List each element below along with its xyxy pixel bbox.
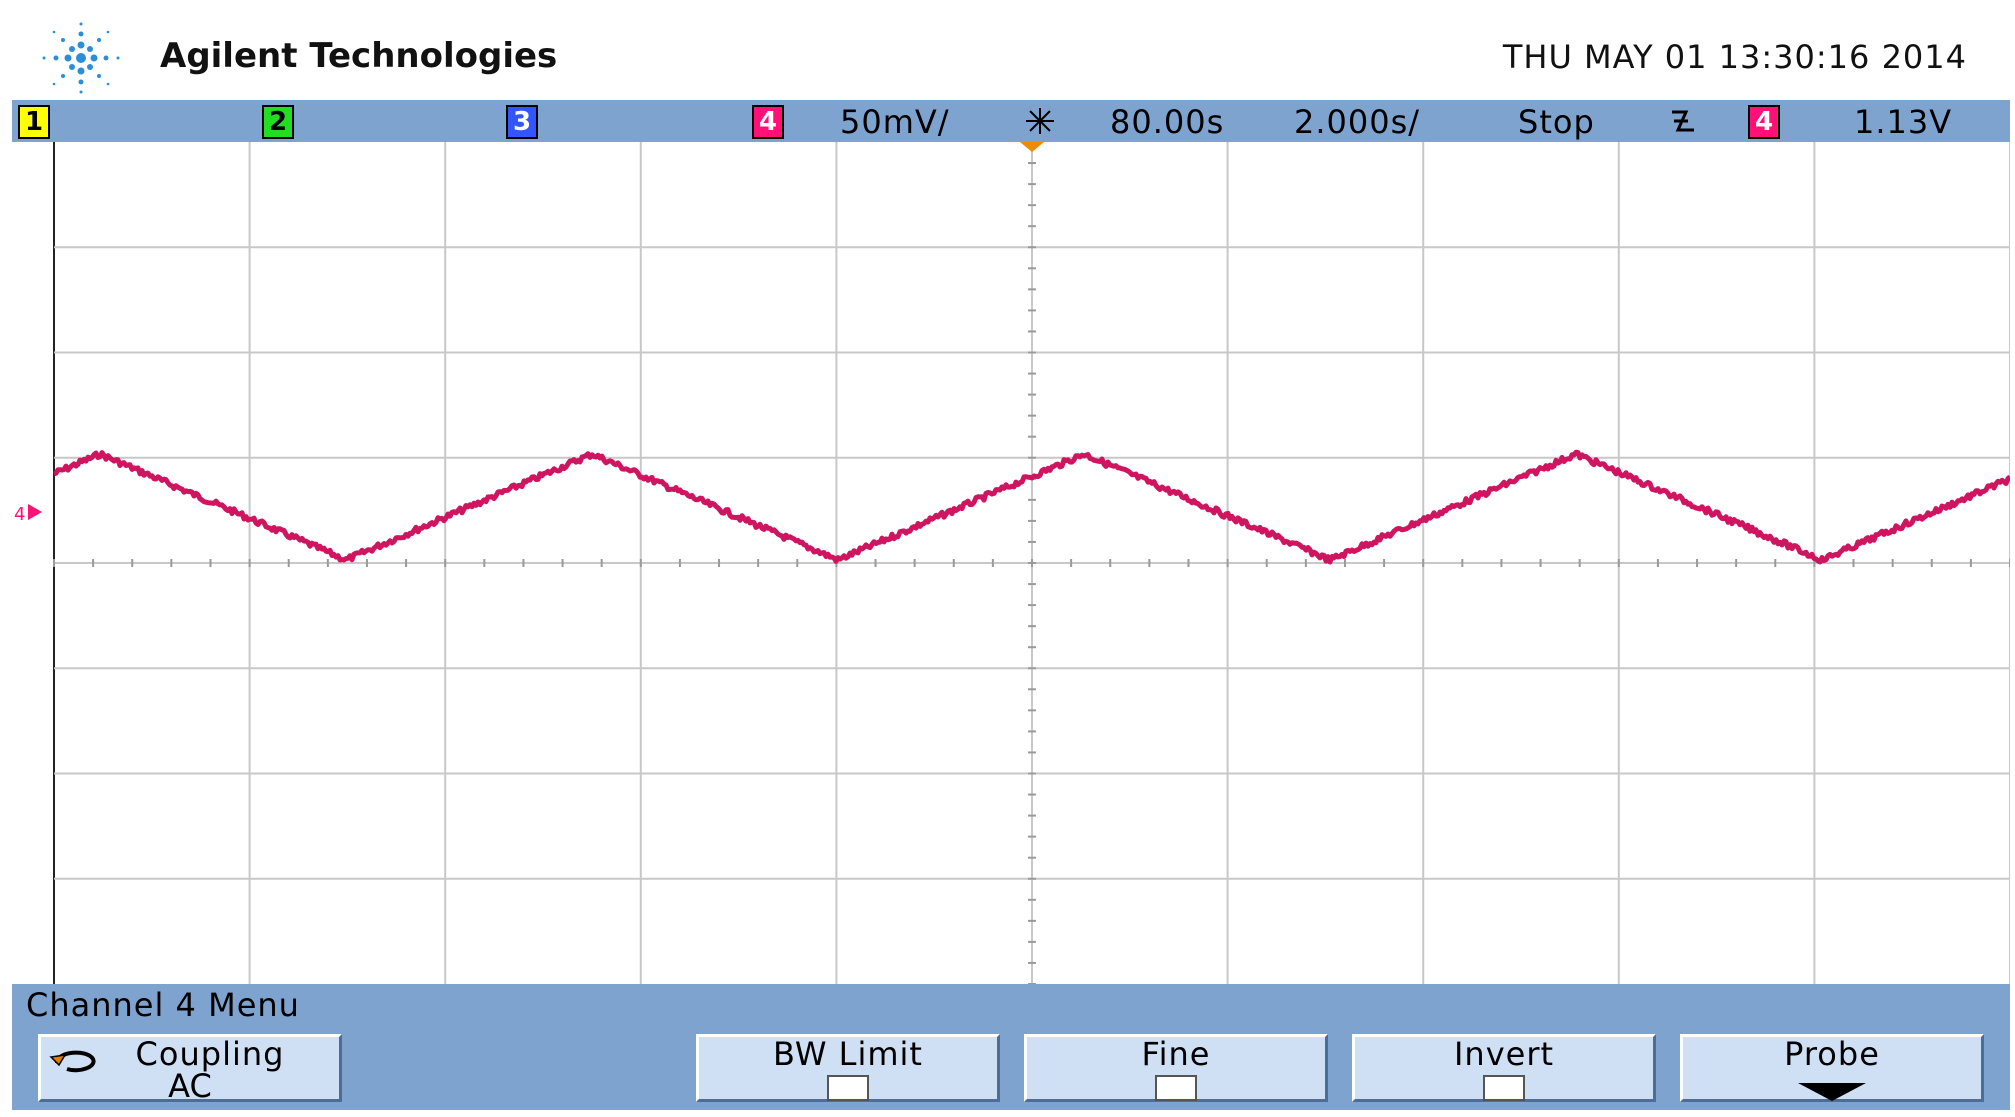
channel-1-indicator[interactable]: 1 — [18, 105, 50, 139]
channel-menu: Channel 4 Menu Coupling AC BW Limit Fine… — [12, 984, 2010, 1110]
rotate-knob-icon — [49, 1050, 96, 1073]
date-time: THU MAY 01 13:30:16 2014 — [1502, 38, 1967, 76]
run-state: Stop — [1518, 103, 1595, 141]
channel-4-ground-label: 4 — [14, 504, 25, 525]
fine-label: Fine — [1141, 1035, 1211, 1073]
status-bar: 1 2 3 4 50mV/ 80.00s 2.000s/ Stop 4 1.13… — [12, 100, 2010, 144]
brand-name: Agilent Technologies — [160, 36, 558, 76]
trigger-position-icon — [1026, 108, 1054, 134]
trigger-level: 1.13V — [1854, 103, 1953, 141]
bw-limit-checkbox[interactable] — [827, 1075, 869, 1101]
fine-softkey[interactable]: Fine — [1024, 1034, 1328, 1102]
invert-checkbox[interactable] — [1483, 1075, 1525, 1101]
invert-label: Invert — [1453, 1035, 1555, 1073]
channel-4-indicator[interactable]: 4 — [752, 105, 784, 139]
channel-2-indicator[interactable]: 2 — [262, 105, 294, 139]
menu-title: Channel 4 Menu — [26, 986, 300, 1024]
trigger-source-badge: 4 — [1748, 105, 1780, 139]
invert-softkey[interactable]: Invert — [1352, 1034, 1656, 1102]
agilent-spark-logo-icon — [42, 22, 120, 94]
coupling-label: Coupling — [135, 1035, 285, 1073]
channel-3-indicator[interactable]: 3 — [506, 105, 538, 139]
graticule: 4 — [14, 142, 2010, 984]
submenu-arrow-icon — [1798, 1083, 1866, 1101]
waveform-display[interactable]: 4 — [12, 142, 2010, 984]
trigger-delay: 80.00s — [1110, 103, 1225, 141]
time-per-div: 2.000s/ — [1294, 103, 1421, 141]
trigger-position-marker — [1020, 142, 1044, 152]
probe-softkey[interactable]: Probe — [1680, 1034, 1984, 1102]
coupling-value: AC — [168, 1067, 212, 1105]
bw-limit-label: BW Limit — [773, 1035, 923, 1073]
header: Agilent Technologies THU MAY 01 13:30:16… — [0, 0, 2015, 100]
coupling-softkey[interactable]: Coupling AC — [38, 1034, 342, 1102]
channel-4-trace — [53, 449, 2010, 565]
falling-edge-icon — [1672, 110, 1694, 132]
channel-4-ground-marker — [28, 504, 42, 520]
fine-checkbox[interactable] — [1155, 1075, 1197, 1101]
volts-per-div: 50mV/ — [840, 103, 950, 141]
bw-limit-softkey[interactable]: BW Limit — [696, 1034, 1000, 1102]
probe-label: Probe — [1784, 1035, 1880, 1073]
